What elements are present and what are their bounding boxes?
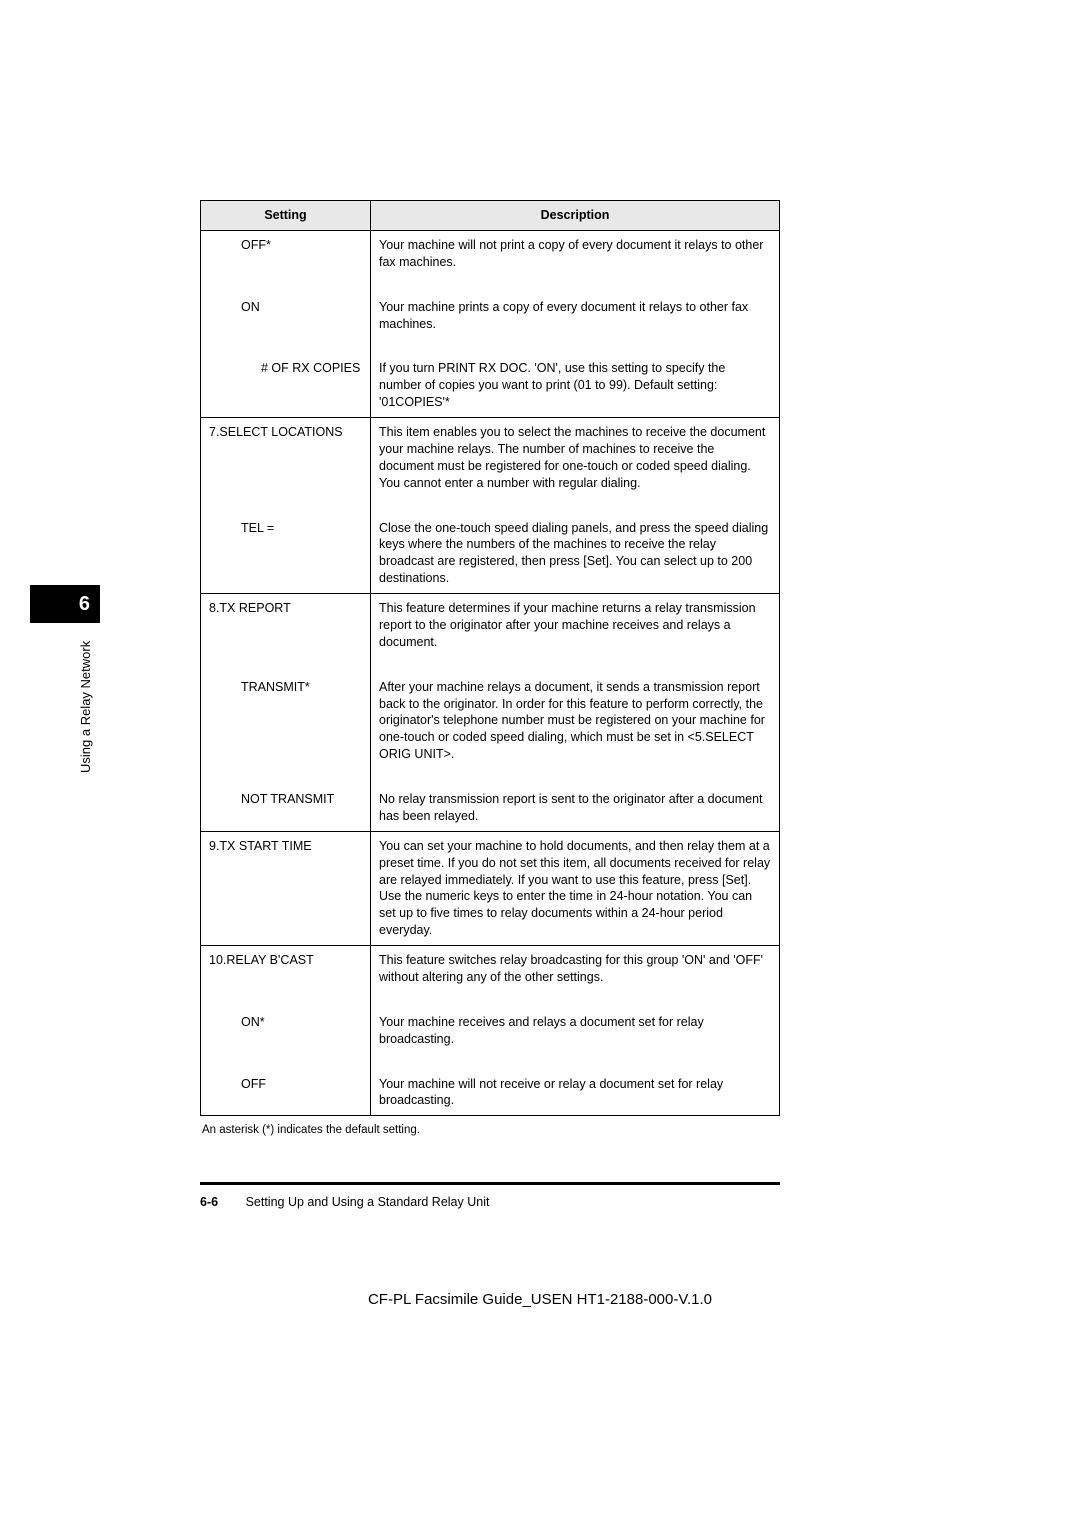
page-content: Setting Description OFF*Your machine wil… (200, 200, 780, 1209)
page-footer: 6-6 Setting Up and Using a Standard Rela… (200, 1195, 780, 1209)
chapter-side-tab: 6 Using a Relay Network (30, 585, 100, 775)
table-row: TEL =Close the one-touch speed dialing p… (201, 514, 780, 594)
setting-cell: ON (201, 293, 371, 355)
setting-cell: TEL = (201, 514, 371, 594)
description-cell: Your machine will not receive or relay a… (371, 1070, 780, 1116)
description-cell: No relay transmission report is sent to … (371, 785, 780, 831)
setting-cell: 10.RELAY B'CAST (201, 946, 371, 1008)
table-row: # OF RX COPIESIf you turn PRINT RX DOC. … (201, 354, 780, 417)
table-row: OFF*Your machine will not print a copy o… (201, 230, 780, 292)
table-row: OFFYour machine will not receive or rela… (201, 1070, 780, 1116)
description-cell: Your machine prints a copy of every docu… (371, 293, 780, 355)
setting-cell: ON* (201, 1008, 371, 1070)
setting-cell: 8.TX REPORT (201, 594, 371, 673)
document-id: CF-PL Facsimile Guide_USEN HT1-2188-000-… (0, 1291, 1080, 1308)
table-row: ONYour machine prints a copy of every do… (201, 293, 780, 355)
setting-cell: TRANSMIT* (201, 673, 371, 785)
footnote: An asterisk (*) indicates the default se… (202, 1124, 780, 1136)
table-row: TRANSMIT*After your machine relays a doc… (201, 673, 780, 785)
footer-title: Setting Up and Using a Standard Relay Un… (246, 1195, 490, 1209)
table-row: ON*Your machine receives and relays a do… (201, 1008, 780, 1070)
setting-cell: NOT TRANSMIT (201, 785, 371, 831)
description-cell: This feature determines if your machine … (371, 594, 780, 673)
description-cell: If you turn PRINT RX DOC. 'ON', use this… (371, 354, 780, 417)
chapter-label-box: Using a Relay Network (30, 623, 100, 775)
description-cell: You can set your machine to hold documen… (371, 831, 780, 945)
footer-rule (200, 1182, 780, 1185)
table-row: 10.RELAY B'CASTThis feature switches rel… (201, 946, 780, 1008)
chapter-number: 6 (79, 593, 90, 616)
setting-cell: # OF RX COPIES (201, 354, 371, 417)
table-row: 9.TX START TIMEYou can set your machine … (201, 831, 780, 945)
table-row: NOT TRANSMITNo relay transmission report… (201, 785, 780, 831)
setting-cell: 9.TX START TIME (201, 831, 371, 945)
setting-cell: OFF* (201, 230, 371, 292)
setting-cell: 7.SELECT LOCATIONS (201, 418, 371, 514)
header-description: Description (371, 201, 780, 231)
chapter-label: Using a Relay Network (78, 641, 93, 773)
description-cell: Your machine will not print a copy of ev… (371, 230, 780, 292)
table-row: 8.TX REPORTThis feature determines if yo… (201, 594, 780, 673)
chapter-number-box: 6 (30, 585, 100, 623)
header-setting: Setting (201, 201, 371, 231)
setting-cell: OFF (201, 1070, 371, 1116)
settings-table: Setting Description OFF*Your machine wil… (200, 200, 780, 1116)
description-cell: Close the one-touch speed dialing panels… (371, 514, 780, 594)
page-number: 6-6 (200, 1195, 218, 1209)
description-cell: This item enables you to select the mach… (371, 418, 780, 514)
table-row: 7.SELECT LOCATIONSThis item enables you … (201, 418, 780, 514)
description-cell: This feature switches relay broadcasting… (371, 946, 780, 1008)
description-cell: After your machine relays a document, it… (371, 673, 780, 785)
description-cell: Your machine receives and relays a docum… (371, 1008, 780, 1070)
